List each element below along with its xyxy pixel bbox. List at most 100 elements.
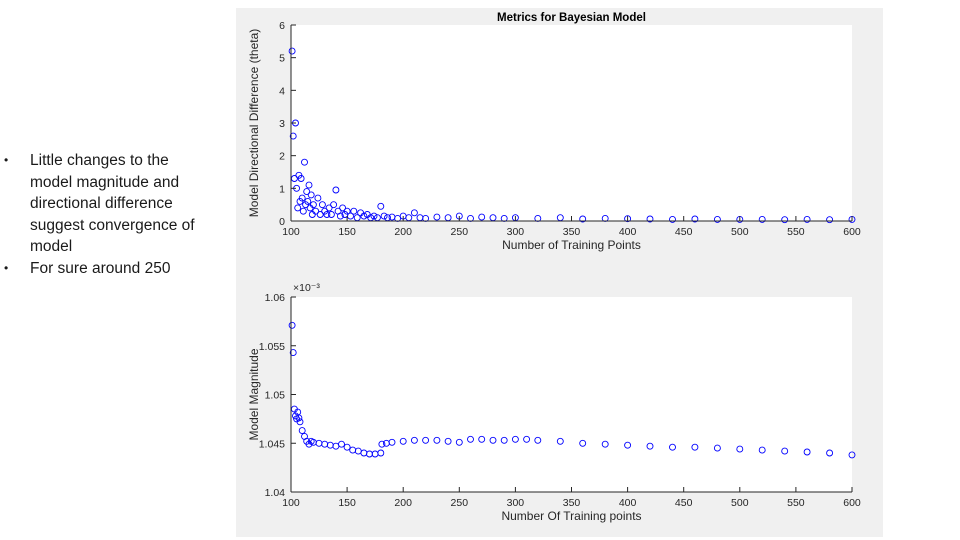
data-point	[803, 448, 811, 456]
x-axis-label-2: Number Of Training points	[501, 509, 641, 523]
bullet-text: For sure around 250	[30, 259, 171, 277]
data-point	[296, 418, 304, 426]
data-point	[323, 211, 331, 218]
x-tick-label: 250	[451, 497, 469, 509]
data-point	[455, 438, 463, 446]
x-tick-label: 500	[731, 226, 749, 238]
data-point	[292, 412, 299, 420]
data-point	[378, 440, 386, 448]
y-exponent-label: ×10⁻³	[293, 282, 320, 294]
x-tick-label: 350	[563, 497, 581, 509]
data-point	[713, 215, 721, 223]
data-point	[370, 212, 378, 220]
data-point	[646, 442, 654, 450]
y-tick-label: 3	[279, 118, 285, 130]
data-point	[377, 449, 385, 457]
data-point	[489, 436, 497, 444]
data-point	[343, 207, 351, 215]
data-point	[511, 435, 519, 443]
data-point	[534, 436, 542, 444]
y-tick-label: 1.06	[265, 292, 286, 304]
data-point	[467, 435, 474, 443]
data-point	[388, 438, 396, 446]
x-tick-label: 300	[507, 226, 525, 238]
figure-canvas: 100 150 200 250 300 350 400 450 500 550 600 0 1 2 3 4 5 6…	[247, 12, 861, 523]
data-point	[314, 194, 322, 202]
data-point	[343, 443, 351, 451]
data-point	[826, 449, 834, 457]
data-point	[305, 181, 313, 189]
data-point	[360, 212, 368, 220]
data-point	[624, 215, 632, 223]
x-tick-label: 600	[843, 497, 861, 509]
x-tick-label: 100	[282, 497, 300, 509]
y-tick-label: 1.045	[259, 438, 285, 450]
data-point	[848, 451, 856, 459]
y-tick-label: 0	[279, 216, 285, 228]
data-point	[781, 447, 789, 455]
bullet-glyph: •	[4, 260, 9, 275]
data-point	[399, 437, 407, 445]
data-point	[410, 209, 418, 217]
bullet-item-1: • Little changes to the model magnitude …	[4, 150, 204, 258]
data-point	[444, 437, 452, 445]
x-tick-label: 400	[619, 497, 637, 509]
data-point	[288, 47, 296, 55]
x-tick-label: 200	[394, 226, 412, 238]
data-point	[309, 201, 317, 209]
x-tick-label: 150	[338, 226, 356, 238]
x-tick-label: 100	[282, 226, 300, 238]
data-point	[422, 436, 430, 444]
data-point	[303, 188, 311, 196]
x-tick-label: 600	[843, 226, 861, 238]
data-point	[332, 186, 340, 194]
x-axis-label-1: Number of Training Points	[502, 238, 641, 252]
data-point	[556, 437, 564, 445]
data-point	[312, 207, 320, 215]
y-tick-label: 2	[279, 151, 285, 163]
x-tick-label: 350	[563, 226, 581, 238]
data-point	[601, 440, 609, 448]
data-point	[500, 436, 508, 444]
y-tick-label: 1.04	[265, 487, 286, 499]
data-point	[289, 132, 297, 140]
data-point	[433, 213, 441, 221]
y-tick-label: 5	[279, 53, 285, 65]
data-point	[377, 202, 385, 210]
data-point	[298, 194, 306, 202]
plot-area-1	[291, 25, 852, 221]
data-point	[307, 191, 315, 199]
data-point	[758, 446, 766, 454]
chart-title: Metrics for Bayesian Model	[497, 12, 646, 24]
data-point	[350, 207, 358, 215]
y-tick-label: 1	[279, 183, 285, 195]
data-point	[803, 215, 811, 223]
matlab-figure: 100 150 200 250 300 350 400 450 500 550 600 0 1 2 3 4 5 6…	[236, 8, 883, 537]
data-point	[316, 211, 324, 218]
data-point	[336, 212, 344, 220]
data-point	[758, 215, 766, 223]
data-point	[826, 216, 834, 224]
data-point	[736, 445, 744, 453]
bullet-glyph: •	[4, 153, 9, 167]
x-tick-label: 400	[619, 226, 637, 238]
data-point	[669, 443, 676, 451]
data-point	[478, 213, 486, 221]
data-point	[646, 215, 654, 223]
y-tick-label: 4	[279, 85, 285, 97]
x-tick-label: 500	[731, 497, 749, 509]
data-point	[579, 215, 587, 223]
x-tick-label: 150	[338, 497, 356, 509]
data-point	[297, 175, 305, 182]
data-point	[713, 444, 721, 452]
y-tick-label: 1.055	[259, 341, 285, 353]
bullet-list: • Little changes to the model magnitude …	[4, 150, 204, 279]
data-point	[691, 215, 699, 223]
data-point	[433, 436, 441, 444]
data-point	[380, 212, 388, 220]
y-tick-label: 1.05	[265, 390, 286, 402]
y-axis-label-1: Model Directional Difference (theta)	[247, 29, 261, 218]
data-point	[781, 216, 789, 224]
data-point	[298, 427, 306, 435]
bullet-text: Little changes to the model magnitude an…	[30, 152, 195, 255]
